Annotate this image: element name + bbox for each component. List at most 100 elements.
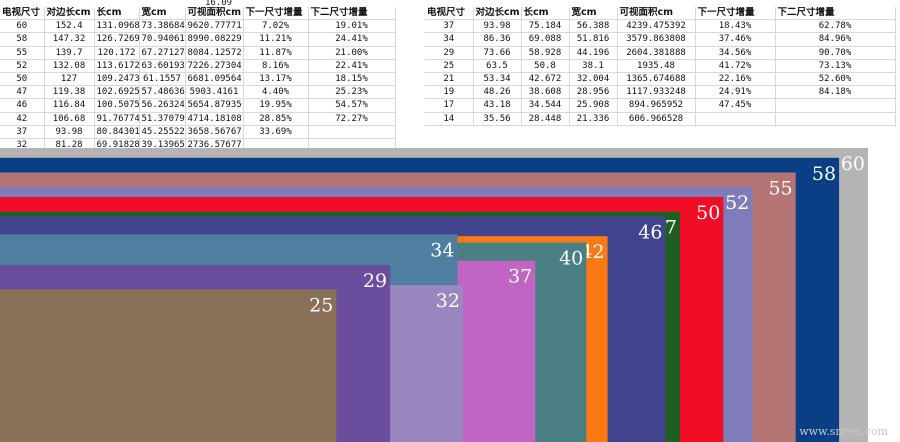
left-table-cell[interactable]: 120.172 [94,46,140,60]
right-table-cell[interactable]: 1935.48 [617,59,696,73]
left-table-cell[interactable]: 8084.12572 [185,46,244,60]
right-table-cell[interactable]: 29 [425,46,474,60]
left-table-cell[interactable]: 56.26324 [139,98,186,113]
right-table-cell[interactable]: 21.336 [569,112,618,126]
right-header-cell[interactable]: 长cm [521,7,570,21]
left-header-cell[interactable]: 可视面积cm [185,7,244,21]
left-header-cell[interactable]: 下二尺寸增量 [308,7,396,21]
right-table-cell[interactable]: 4239.475392 [617,19,696,34]
left-table-cell[interactable]: 58 [0,32,45,47]
left-table-cell[interactable]: 52 [0,59,45,73]
right-table-cell[interactable]: 86.36 [473,32,522,47]
right-table-cell[interactable]: 52.60% [775,72,896,87]
right-table-cell[interactable]: 894.965952 [617,98,696,113]
left-table-cell[interactable]: 3658.56767 [185,125,244,139]
right-table-cell[interactable]: 62.78% [775,19,896,34]
left-header-cell[interactable]: 长cm [94,7,140,21]
left-table-cell[interactable]: 22.41% [308,59,396,73]
left-header-cell[interactable]: 电视尺寸 [0,7,45,21]
left-table-cell[interactable]: 109.2473 [94,72,140,87]
right-header-cell[interactable]: 可视面积cm [617,7,696,21]
left-table-cell[interactable]: 80.84301 [94,125,140,139]
right-header-cell[interactable]: 对边长cm [473,7,522,21]
right-table-cell[interactable]: 35.56 [473,112,522,126]
left-table-cell[interactable]: 73.38684 [139,19,186,34]
left-table-cell[interactable]: 70.94061 [139,32,186,47]
right-table-cell[interactable]: 38.1 [569,59,618,73]
right-table-cell[interactable]: 47.45% [695,98,776,113]
right-table-cell[interactable]: 24.91% [695,85,776,100]
right-table-cell[interactable]: 44.196 [569,46,618,60]
left-table-cell[interactable]: 131.0968 [94,19,140,34]
right-table-cell[interactable]: 19 [425,85,474,100]
left-table-cell[interactable]: 139.7 [44,46,95,60]
right-table-cell[interactable]: 69.088 [521,32,570,47]
right-table-cell[interactable]: 37.46% [695,32,776,47]
right-table-cell[interactable]: 2604.381888 [617,46,696,60]
left-table-cell[interactable]: 37 [0,125,45,139]
left-table-cell[interactable]: 5654.87935 [185,98,244,113]
right-header-cell[interactable]: 宽cm [569,7,618,21]
left-table-cell[interactable]: 24.41% [308,32,396,47]
left-table-cell[interactable]: 11.21% [243,32,309,47]
right-table-cell[interactable]: 17 [425,98,474,113]
right-table-cell[interactable] [695,112,776,126]
right-table-cell[interactable]: 43.18 [473,98,522,113]
right-table-cell[interactable] [775,98,896,113]
left-table-cell[interactable]: 51.37079 [139,112,186,126]
left-table-cell[interactable]: 127 [44,72,95,87]
right-table-cell[interactable]: 48.26 [473,85,522,100]
left-table-cell[interactable]: 57.48636 [139,85,186,100]
right-table-cell[interactable]: 34 [425,32,474,47]
left-table-cell[interactable] [308,125,396,139]
left-table-cell[interactable]: 7226.27304 [185,59,244,73]
left-header-cell[interactable]: 下一尺寸增量 [243,7,309,21]
left-table-cell[interactable]: 19.95% [243,98,309,113]
right-table-cell[interactable]: 3579.863808 [617,32,696,47]
left-table-cell[interactable]: 61.1557 [139,72,186,87]
right-table-cell[interactable]: 73.66 [473,46,522,60]
left-table-cell[interactable]: 11.87% [243,46,309,60]
left-table-cell[interactable]: 91.76774 [94,112,140,126]
right-table-cell[interactable]: 25.908 [569,98,618,113]
left-table-cell[interactable]: 42 [0,112,45,126]
left-table-cell[interactable]: 102.6925 [94,85,140,100]
left-table-cell[interactable]: 72.27% [308,112,396,126]
right-table-cell[interactable]: 34.56% [695,46,776,60]
right-table-cell[interactable]: 93.98 [473,19,522,34]
left-table-cell[interactable]: 132.08 [44,59,95,73]
left-table-cell[interactable]: 25.23% [308,85,396,100]
right-table-cell[interactable]: 21 [425,72,474,87]
left-table-cell[interactable]: 21.00% [308,46,396,60]
right-table-cell[interactable]: 73.13% [775,59,896,73]
left-table-cell[interactable]: 33.69% [243,125,309,139]
left-table-cell[interactable]: 18.15% [308,72,396,87]
right-table-cell[interactable]: 28.448 [521,112,570,126]
left-table-cell[interactable]: 13.17% [243,72,309,87]
right-table-cell[interactable]: 53.34 [473,72,522,87]
left-table-cell[interactable]: 67.27127 [139,46,186,60]
right-table-cell[interactable]: 84.18% [775,85,896,100]
right-table-cell[interactable]: 1365.674688 [617,72,696,87]
left-table-cell[interactable]: 47 [0,85,45,100]
left-table-cell[interactable]: 119.38 [44,85,95,100]
right-table-cell[interactable]: 14 [425,112,474,126]
left-table-cell[interactable]: 28.85% [243,112,309,126]
left-table-cell[interactable]: 60 [0,19,45,34]
left-table-cell[interactable]: 113.6172 [94,59,140,73]
right-header-cell[interactable]: 下二尺寸增量 [775,7,896,21]
left-table-cell[interactable]: 45.25522 [139,125,186,139]
right-table-cell[interactable]: 56.388 [569,19,618,34]
right-header-cell[interactable]: 电视尺寸 [425,7,474,21]
left-table-cell[interactable]: 4714.18108 [185,112,244,126]
left-table-cell[interactable]: 8.16% [243,59,309,73]
left-table-cell[interactable]: 55 [0,46,45,60]
right-table-cell[interactable]: 22.16% [695,72,776,87]
left-table-cell[interactable]: 126.7269 [94,32,140,47]
right-table-cell[interactable]: 606.966528 [617,112,696,126]
right-table-cell[interactable]: 63.5 [473,59,522,73]
right-table-cell[interactable] [775,112,896,126]
right-table-cell[interactable]: 41.72% [695,59,776,73]
left-table-cell[interactable]: 116.84 [44,98,95,113]
right-table-cell[interactable]: 84.96% [775,32,896,47]
